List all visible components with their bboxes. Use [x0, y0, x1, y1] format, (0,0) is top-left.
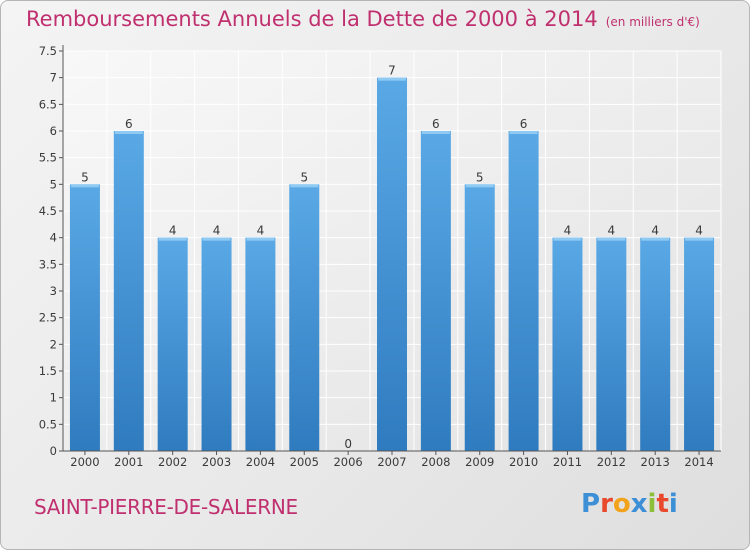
bar	[640, 237, 671, 451]
bar	[113, 131, 144, 451]
x-tick-label: 2007	[377, 455, 406, 469]
bar	[157, 237, 188, 451]
bar-highlight	[465, 184, 494, 188]
x-tick-label: 2008	[421, 455, 450, 469]
y-tick-label: 6	[50, 124, 57, 138]
title-text: Remboursements Annuels de la Dette de 20…	[26, 7, 598, 31]
bar-highlight	[641, 237, 670, 241]
x-tick-label: 2009	[465, 455, 494, 469]
bar-highlight	[114, 131, 143, 134]
logo-letter: r	[600, 489, 613, 519]
y-tick-label: 7.5	[39, 44, 57, 58]
x-tick-label: 2012	[597, 455, 626, 469]
logo-letter: i	[647, 489, 657, 519]
y-tick-label: 3.5	[39, 257, 57, 271]
bar-highlight	[509, 131, 538, 134]
x-tick-label: 2010	[509, 455, 538, 469]
x-tick-label: 2001	[114, 455, 143, 469]
y-tick-label: 2	[50, 337, 57, 351]
unit-text: (en milliers d'€)	[605, 15, 700, 29]
bar	[289, 184, 320, 452]
y-tick-label: 0.5	[39, 417, 57, 431]
y-tick-label: 5.5	[39, 151, 57, 165]
chart-title: Remboursements Annuels de la Dette de 20…	[26, 7, 700, 31]
y-tick-label: 7	[50, 71, 57, 85]
bar	[377, 77, 407, 452]
y-tick-label: 4.5	[39, 204, 57, 218]
bar-highlight	[597, 237, 626, 241]
bar-highlight	[685, 237, 714, 241]
data-label: 4	[564, 224, 572, 238]
bar	[201, 237, 232, 451]
x-tick-label: 2000	[70, 455, 99, 469]
bar-highlight	[553, 237, 582, 241]
data-label: 4	[651, 224, 659, 238]
y-tick-label: 0	[50, 444, 57, 458]
data-label: 5	[81, 170, 89, 184]
x-tick-label: 2011	[553, 455, 582, 469]
bar-highlight	[421, 131, 450, 134]
data-label: 4	[608, 224, 616, 238]
data-label: 6	[432, 117, 440, 131]
bar-highlight	[202, 237, 231, 241]
data-label: 0	[344, 437, 352, 451]
logo-letter: t	[656, 489, 669, 519]
bar	[508, 131, 539, 451]
proxiti-logo: Proxiti	[581, 489, 678, 519]
x-tick-label: 2004	[246, 455, 275, 469]
y-tick-label: 1	[50, 391, 57, 405]
bar-highlight	[246, 237, 275, 241]
bar-highlight	[158, 237, 187, 241]
y-tick-label: 2.5	[39, 311, 57, 325]
x-tick-label: 2005	[290, 455, 319, 469]
logo-letter: P	[581, 489, 601, 519]
y-tick-label: 6.5	[39, 97, 57, 111]
data-label: 5	[300, 170, 308, 184]
logo-letter: x	[630, 489, 648, 519]
bar-highlight	[70, 184, 99, 188]
bar	[464, 184, 495, 452]
data-label: 4	[257, 224, 265, 238]
logo-letter: i	[668, 489, 678, 519]
data-label: 6	[520, 117, 528, 131]
data-label: 4	[213, 224, 221, 238]
bar	[684, 237, 715, 451]
bar	[552, 237, 583, 451]
x-tick-label: 2006	[333, 455, 362, 469]
y-tick-label: 5	[50, 177, 57, 191]
bar-highlight	[290, 184, 319, 188]
y-tick-label: 1.5	[39, 364, 57, 378]
data-label: 7	[388, 64, 396, 78]
data-label: 5	[476, 170, 484, 184]
commune-name: SAINT-PIERRE-DE-SALERNE	[34, 495, 298, 519]
x-tick-label: 2013	[641, 455, 670, 469]
bar	[69, 184, 100, 452]
x-tick-label: 2002	[158, 455, 187, 469]
bar-highlight	[378, 77, 406, 81]
data-label: 4	[169, 224, 177, 238]
bar	[420, 131, 451, 451]
logo-letter: o	[612, 489, 631, 519]
y-tick-label: 4	[50, 231, 57, 245]
data-label: 6	[125, 117, 133, 131]
bar	[245, 237, 276, 451]
y-tick-label: 3	[50, 284, 57, 298]
x-tick-label: 2014	[684, 455, 713, 469]
data-label: 4	[695, 224, 703, 238]
bar	[596, 237, 627, 451]
x-tick-label: 2003	[202, 455, 231, 469]
